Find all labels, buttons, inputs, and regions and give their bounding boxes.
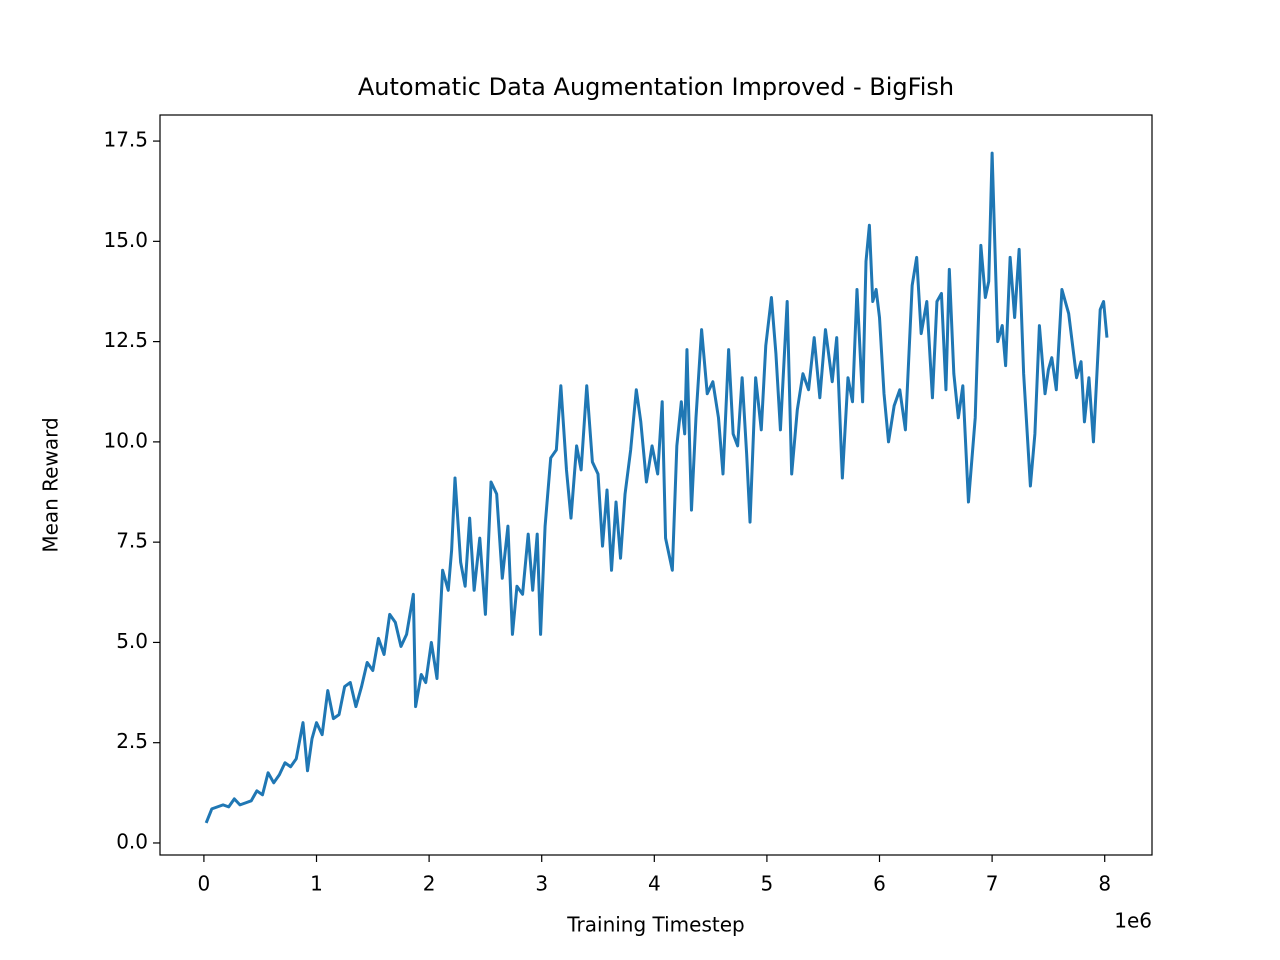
y-axis-label: Mean Reward (39, 417, 63, 552)
x-tick-label: 4 (648, 872, 661, 896)
x-tick-label: 2 (423, 872, 436, 896)
x-tick-label: 6 (873, 872, 886, 896)
x-tick-label: 0 (198, 872, 211, 896)
y-tick-label: 12.5 (103, 328, 148, 352)
y-tick-label: 0.0 (116, 829, 148, 853)
x-tick-label: 8 (1098, 872, 1111, 896)
y-tick-label: 10.0 (103, 428, 148, 452)
y-tick-label: 7.5 (116, 529, 148, 553)
x-offset-label: 1e6 (1114, 909, 1152, 933)
x-tick-label: 3 (535, 872, 548, 896)
x-tick-label: 5 (761, 872, 774, 896)
x-tick-label: 1 (310, 872, 323, 896)
y-tick-label: 5.0 (116, 629, 148, 653)
data-line (204, 151, 1109, 824)
x-tick-label: 7 (986, 872, 999, 896)
chart-title: Automatic Data Augmentation Improved - B… (358, 73, 954, 101)
plot-frame (159, 114, 1153, 856)
y-tick-label: 17.5 (103, 128, 148, 152)
y-tick-label: 15.0 (103, 228, 148, 252)
x-axis-label: Training Timestep (566, 913, 744, 937)
y-tick-label: 2.5 (116, 729, 148, 753)
